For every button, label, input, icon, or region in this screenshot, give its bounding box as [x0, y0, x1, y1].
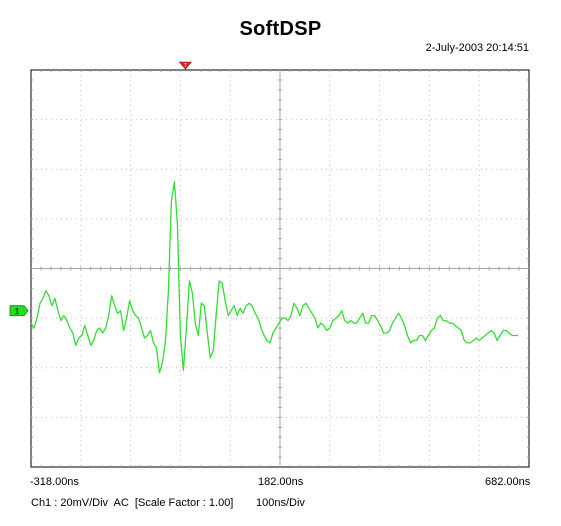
chart-title: SoftDSP — [239, 18, 322, 40]
trigger-marker-label: T — [184, 63, 187, 69]
trace-layer — [30, 181, 518, 374]
x-tick-label-left: -318.00ns — [30, 476, 79, 488]
trigger-marker — [178, 61, 193, 70]
x-tick-label-center: 182.00ns — [258, 476, 304, 488]
x-tick-label-right: 682.00ns — [485, 476, 531, 488]
timebase-info: 100ns/Div — [256, 497, 305, 509]
channel-info: Ch1 : 20mV/Div AC [Scale Factor : 1.00] — [31, 497, 234, 509]
channel-1-marker-label: 1 — [15, 307, 20, 316]
ch1-trace — [30, 181, 518, 374]
timestamp: 2-July-2003 20:14:51 — [425, 42, 529, 54]
marker-layer: 1T — [9, 61, 193, 317]
channel-1-marker — [9, 305, 29, 317]
graticule — [30, 69, 530, 468]
